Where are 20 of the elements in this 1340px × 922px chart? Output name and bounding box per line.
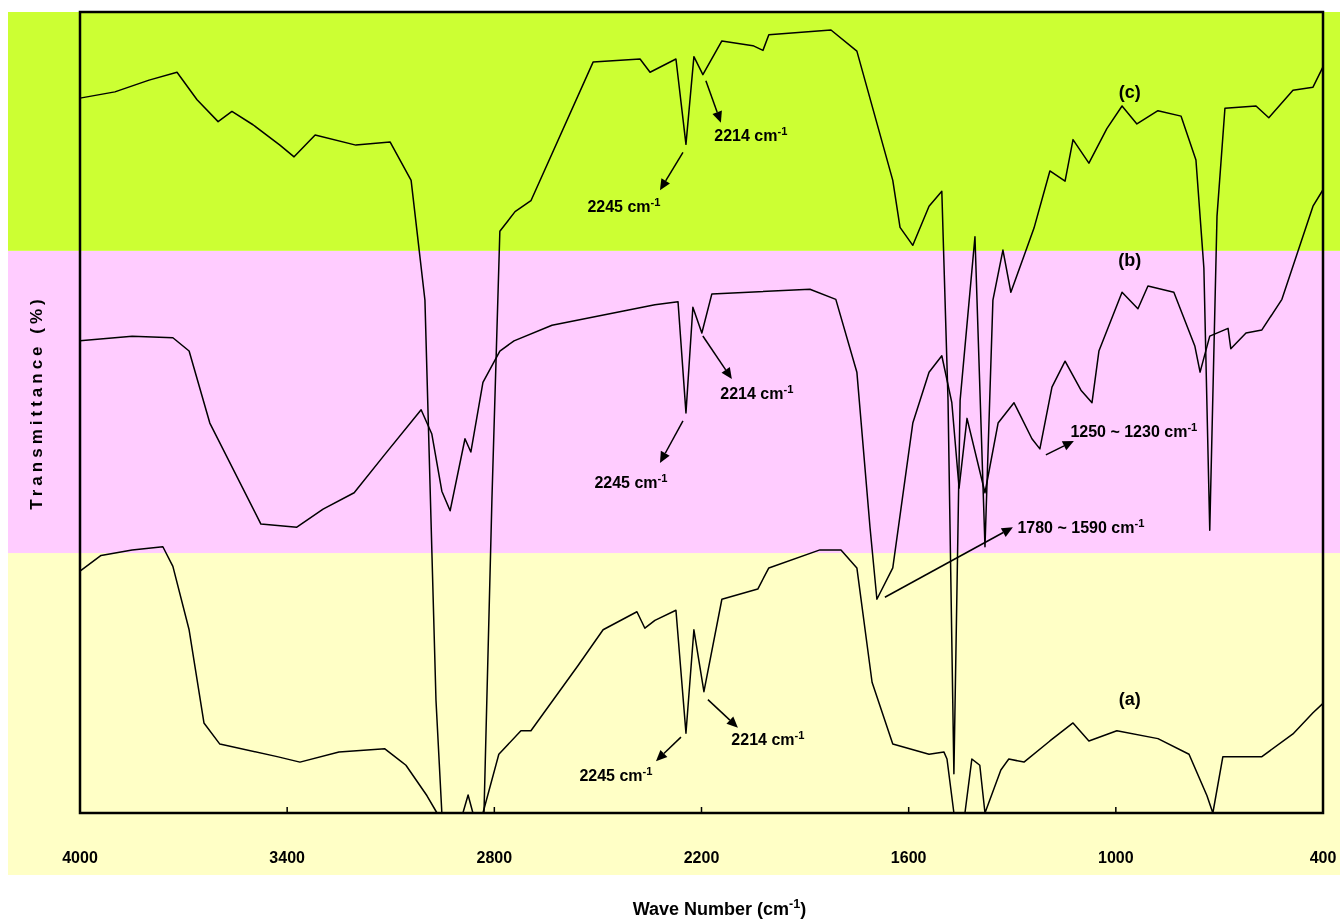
x-tick-label: 1600: [890, 849, 927, 866]
annotation: 1780 ~ 1590 cm$^{-1}$: [1017, 517, 1145, 537]
annotation: 2214 cm$^{-1}$: [714, 124, 788, 144]
series-label: (c): [1118, 81, 1141, 102]
annotation: 1250 ~ 1230 cm$^{-1}$: [1070, 420, 1198, 440]
annotation: 2214 cm$^{-1}$: [731, 728, 805, 748]
annotation: 2245 cm$^{-1}$: [594, 471, 668, 491]
x-tick-label: 400: [1309, 849, 1337, 866]
annotation: 2214 cm$^{-1}$: [720, 383, 794, 403]
series-label: (a): [1118, 688, 1141, 709]
x-tick-label: 2800: [476, 849, 513, 866]
series-label: (b): [1118, 250, 1142, 271]
x-tick-label: 2200: [683, 849, 720, 866]
x-tick-label: 4000: [62, 849, 98, 866]
x-axis-title: Wave Number (cm$^{-1}$): [632, 897, 807, 919]
annotation: 2245 cm$^{-1}$: [579, 765, 653, 785]
x-tick-label: 1000: [1098, 849, 1134, 866]
y-axis-title: Transmittance (%): [27, 295, 46, 510]
x-tick-label: 3400: [269, 849, 306, 866]
annotation: 2245 cm$^{-1}$: [587, 196, 661, 216]
